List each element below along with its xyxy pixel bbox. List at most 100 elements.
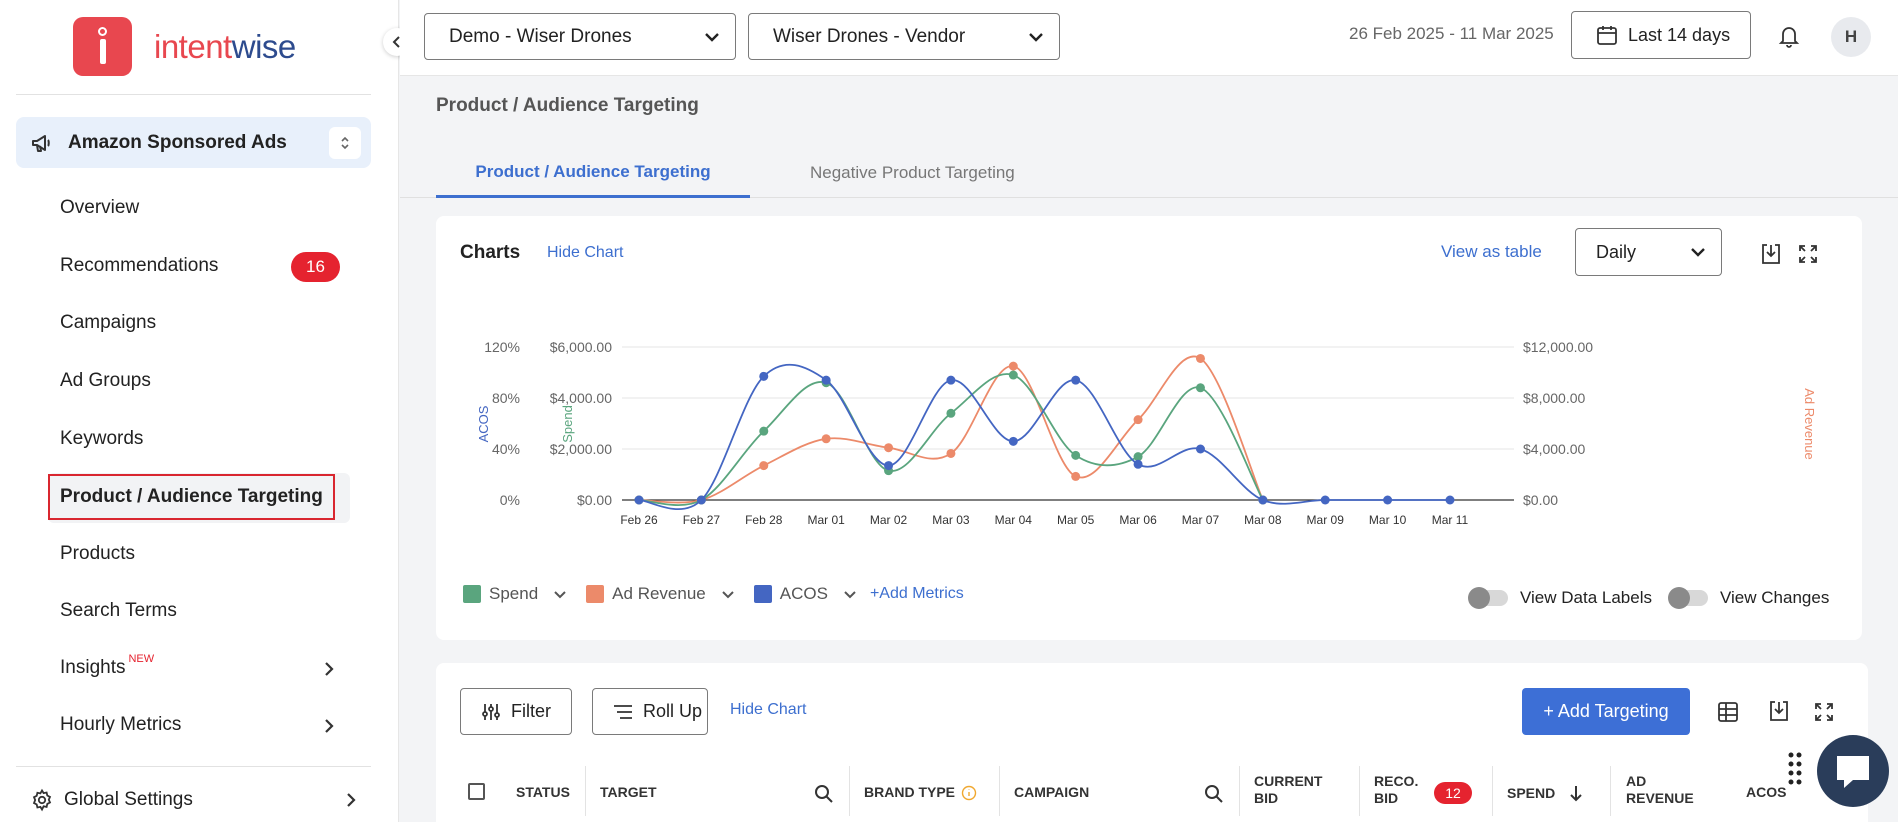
sidebar-item-products[interactable]: Products [60,543,135,564]
drag-grip-icon[interactable] [1787,751,1803,791]
acos-data-point [1320,495,1330,505]
legend-item-ad-revenue[interactable]: Ad Revenue [586,584,736,604]
column-header-ad-revenue[interactable]: AD REVENUE [1626,773,1694,806]
chevron-down-icon [844,591,856,599]
ad-revenue-data-point [884,443,894,453]
sidebar-item-campaigns[interactable]: Campaigns [60,312,157,333]
sidebar-item-ad-groups[interactable]: Ad Groups [60,370,151,391]
date-period-label: Last 14 days [1628,24,1731,45]
chart-card-title: Charts [460,242,521,263]
column-header-target[interactable]: TARGET [600,784,657,800]
view-as-table-link[interactable]: View as table [1441,242,1542,261]
chevron-down-icon [705,33,719,42]
tab-product-audience-targeting[interactable]: Product / Audience Targeting [436,148,750,198]
expand-icon[interactable] [1814,702,1834,722]
tab-negative-product-targeting[interactable]: Negative Product Targeting [810,163,1015,182]
acos-data-point [1008,436,1018,446]
expand-icon[interactable] [1798,244,1818,264]
sidebar-item-keywords[interactable]: Keywords [60,428,144,449]
chevron-right-icon[interactable] [323,717,335,735]
add-metrics-link[interactable]: +Add Metrics [869,585,964,602]
chevron-down-icon [722,591,734,599]
acos-series-line [638,363,1450,511]
updown-chevron-icon[interactable] [329,127,361,159]
spend-data-point [1195,383,1205,393]
acos-data-point [1383,495,1393,505]
select-all-checkbox[interactable] [468,783,485,800]
column-header-status[interactable]: STATUS [516,784,570,800]
column-header-brand-type[interactable]: BRAND TYPE [864,784,977,801]
search-icon[interactable] [1204,784,1224,804]
bell-icon[interactable] [1778,24,1800,48]
table-columns-icon[interactable] [1717,701,1739,723]
top-bar: Demo - Wiser Drones Wiser Drones - Vendo… [400,0,1898,76]
hide-chart-link[interactable]: Hide Chart [547,244,624,261]
download-icon[interactable] [1767,699,1791,723]
line-chart: 0% $0.00 $0.00 40% $2,000.00 $4,000.00 80% $4,0… [476,339,1817,527]
filter-label: Filter [511,701,551,721]
chevron-left-icon [392,36,400,48]
column-separator [999,766,1000,816]
toggle-switch[interactable] [1668,587,1708,609]
x-tick-label: Feb 27 [683,513,721,527]
granularity-select[interactable]: Daily [1575,228,1722,276]
toggle-switch[interactable] [1468,587,1508,609]
sidebar-item-hourly-metrics[interactable]: Hourly Metrics [60,714,182,735]
sidebar-item-recommendations[interactable]: Recommendations [60,255,219,276]
column-header-acos[interactable]: ACOS [1746,784,1787,800]
legend-item-spend[interactable]: Spend [463,584,568,604]
chevron-down-icon [554,591,566,599]
account-select[interactable]: Demo - Wiser Drones [424,13,736,60]
revenue-tick-label: $0.00 [1523,492,1558,508]
chevron-down-icon [1691,248,1705,257]
recommendations-count-badge: 16 [291,252,340,282]
profile-select[interactable]: Wiser Drones - Vendor [748,13,1060,60]
column-header-campaign[interactable]: CAMPAIGN [1014,784,1090,800]
divider [16,94,371,95]
granularity-value: Daily [1596,241,1637,262]
x-tick-label: Mar 02 [870,513,908,527]
column-header-reco-bid[interactable]: RECO. BID [1374,773,1419,806]
acos-tick-label: 40% [492,441,520,457]
sidebar-item-label: Insights [60,657,126,678]
view-data-labels-toggle[interactable]: View Data Labels [1468,587,1652,609]
roll-up-label: Roll Up [643,701,703,721]
search-icon[interactable] [814,784,834,804]
acos-tick-label: 80% [492,390,520,406]
hide-chart-link[interactable]: Hide Chart [730,701,807,718]
download-icon[interactable] [1759,242,1783,266]
column-header-spend[interactable]: SPEND [1507,784,1583,802]
x-tick-label: Mar 10 [1369,513,1407,527]
date-period-button[interactable]: Last 14 days [1571,11,1751,59]
view-changes-toggle[interactable]: View Changes [1668,587,1829,609]
filter-button[interactable]: Filter [460,688,572,735]
sidebar-item-insights[interactable]: Insights NEW [60,653,154,683]
legend-item-acos[interactable]: ACOS [753,584,858,604]
active-item-background [48,473,350,523]
sidebar-item-overview[interactable]: Overview [60,197,140,218]
column-header-current-bid[interactable]: CURRENT BID [1254,773,1323,806]
chevron-right-icon[interactable] [323,660,335,678]
global-settings-label: Global Settings [64,789,193,810]
avatar[interactable]: H [1831,17,1871,57]
roll-up-icon [614,704,632,719]
tab-bar: Product / Audience Targeting Negative Pr… [400,148,1898,198]
intentwise-logo[interactable]: intentwise [73,17,296,76]
channel-selector[interactable]: Amazon Sponsored Ads [16,117,371,168]
spend-axis-title: Spend [560,405,575,443]
legend-swatch [586,585,605,603]
add-targeting-button[interactable]: + Add Targeting [1522,688,1690,735]
chat-support-button[interactable] [1817,735,1889,807]
ad-revenue-data-point [821,434,831,444]
roll-up-button[interactable]: Roll Up [592,688,708,735]
acos-data-point [821,375,831,385]
sidebar-item-product-audience-targeting[interactable]: Product / Audience Targeting [48,474,335,520]
ad-revenue-data-point [1008,361,1018,371]
sort-desc-arrow-icon[interactable] [1569,784,1583,802]
gear-icon [32,788,52,812]
x-tick-label: Mar 09 [1307,513,1345,527]
info-icon[interactable] [961,785,977,801]
global-settings[interactable]: Global Settings [0,778,399,822]
calendar-icon [1597,26,1617,45]
sidebar-item-search-terms[interactable]: Search Terms [60,600,177,621]
